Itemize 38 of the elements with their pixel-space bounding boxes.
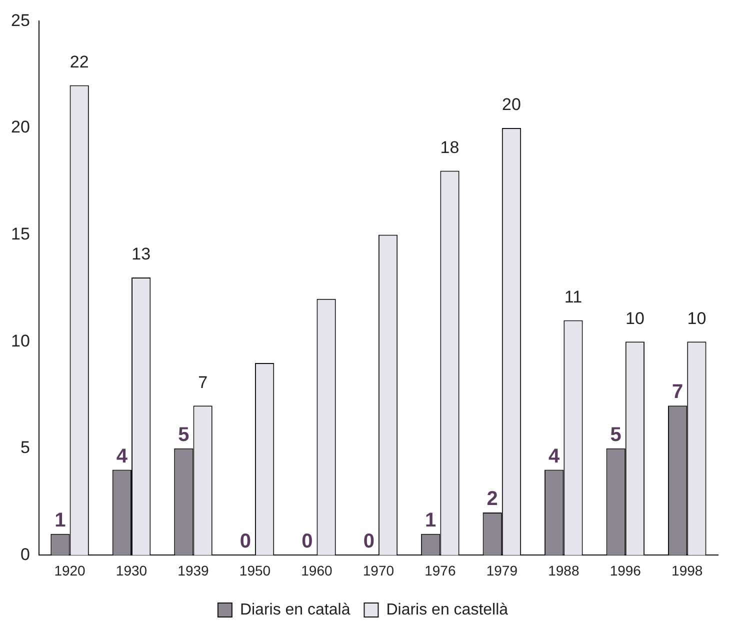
data-label: 13 [132,244,151,264]
data-label: 0 [363,530,374,553]
x-tick-label: 1920 [54,562,86,578]
x-tick-label: 1939 [178,562,210,578]
y-tick-label: 5 [20,438,30,458]
data-label: 11 [564,287,582,306]
y-tick-label: 10 [10,331,30,350]
x-tick-label: 1996 [610,562,642,578]
legend-label: Diaris en català [240,601,350,618]
y-tick-label: 0 [20,544,30,564]
x-tick-label: 1988 [548,562,580,578]
legend-label: Diaris en castellà [386,601,508,618]
y-tick-label: 15 [10,224,30,244]
data-label: 7 [672,381,684,404]
data-label: 7 [198,372,208,392]
data-label: 22 [70,52,89,72]
data-label: 4 [116,445,128,468]
data-label: 20 [502,95,521,114]
x-tick-label: 1950 [239,562,271,578]
x-tick-label: 1976 [424,562,456,578]
x-tick-label: 1930 [116,562,148,578]
data-label: 1 [425,509,436,532]
data-label: 4 [548,445,561,468]
x-tick-label: 1998 [672,562,703,578]
data-label: 2 [486,488,498,510]
data-label: 1 [54,509,66,532]
x-tick-label: 1979 [486,562,518,578]
x-tick-label: 1970 [362,562,394,578]
data-label: 5 [178,424,190,446]
data-label: 10 [687,308,706,328]
data-label: 5 [610,424,622,446]
x-tick-label: 1960 [301,562,332,578]
data-label: 0 [240,530,251,553]
data-label: 18 [440,138,460,157]
y-tick-label: 25 [10,10,30,30]
y-tick-label: 20 [10,118,30,137]
data-label: 0 [302,530,313,553]
data-label: 10 [626,308,644,328]
